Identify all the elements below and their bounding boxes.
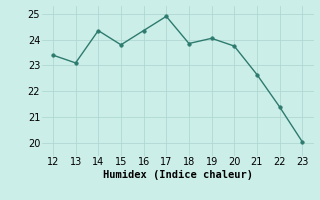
X-axis label: Humidex (Indice chaleur): Humidex (Indice chaleur) [103, 170, 252, 180]
